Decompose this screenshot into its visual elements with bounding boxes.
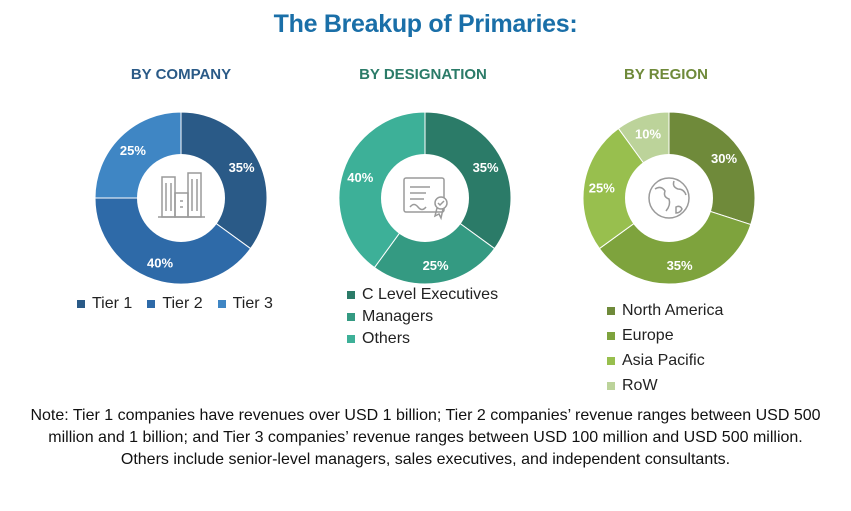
data-label-north-america: 30% [711,151,737,166]
legend-swatch [607,306,615,315]
chart-title-designation: BY DESIGNATION [359,66,487,83]
data-label-tier-1: 35% [229,160,255,175]
legend-swatch [347,335,355,343]
slice-c-level-executives [424,111,512,250]
footnote: Note: Tier 1 companies have revenues ove… [6,405,845,471]
legend-label: North America [622,301,724,319]
legend-item-c-level-executives: C Level Executives [347,284,498,306]
legend-swatch [147,300,156,308]
legend-region: North America Europe Asia Pacific RoW [607,298,723,398]
legend-item-asia-pacific: Asia Pacific [607,348,723,373]
page-title: The Breakup of Primaries: [273,10,578,38]
slice-asia-pacific [582,127,670,250]
globe-icon [648,177,690,219]
legend-label: RoW [622,376,658,394]
legend-swatch [607,381,615,390]
legend-item-tier-2: Tier 2 [147,293,203,315]
donut-chart-region: 30% 35% 25% 10% [582,111,756,285]
legend-item-europe: Europe [607,323,723,348]
legend-swatch [77,300,85,308]
legend-designation: C Level Executives Managers Others [347,284,498,350]
note-tiers: Note: Tier 1 companies have revenues ove… [30,407,821,446]
legend-label: Europe [622,326,674,344]
data-label-tier-3: 25% [120,143,146,158]
data-label-row: 10% [635,126,661,141]
legend-label: Others [362,330,411,347]
legend-label: C Level Executives [362,286,499,303]
legend-swatch [347,291,355,299]
data-label-tier-2: 40% [147,256,173,271]
data-label-c-level-executives: 35% [473,160,499,175]
legend-label: Tier 1 [92,295,133,312]
buildings-icon [158,172,205,218]
legend-swatch [607,331,615,340]
legend-label: Managers [362,308,434,325]
chart-title-company: BY COMPANY [130,66,232,83]
slice-managers [373,197,496,285]
legend-swatch [217,300,226,308]
legend-swatch [607,356,615,365]
donut-chart-company: 35% 40% 25% [94,111,268,285]
data-label-europe: 35% [667,258,693,273]
note-others: Others include senior-level managers, sa… [120,451,731,468]
legend-item-tier-1: Tier 1 [77,293,132,315]
legend-label: Asia Pacific [622,351,705,369]
slice-tier-1 [180,111,268,250]
data-label-managers: 25% [423,258,449,273]
legend-item-tier-3: Tier 3 [217,293,273,315]
data-label-others: 40% [347,170,373,185]
legend-label: Tier 3 [232,295,273,312]
legend-item-north-america: North America [607,298,723,323]
data-label-asia-pacific: 25% [589,180,615,195]
legend-item-row: RoW [607,373,723,398]
donut-chart-designation: 35% 25% 40% [338,111,512,285]
legend-label: Tier 2 [162,295,203,312]
legend-item-managers: Managers [347,306,498,328]
legend-swatch [347,313,355,321]
legend-item-others: Others [347,328,498,350]
certificate-icon [403,177,448,221]
legend-company: Tier 1 Tier 2 Tier 3 [77,293,288,315]
chart-title-region: BY REGION [624,66,708,83]
